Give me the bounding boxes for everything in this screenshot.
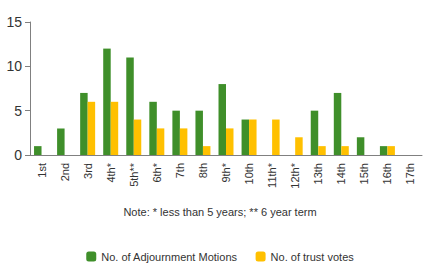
svg-text:0: 0 [14, 147, 22, 163]
svg-text:5th**: 5th** [128, 162, 140, 187]
svg-text:Note: * less than 5 years; **: Note: * less than 5 years; ** 6 year ter… [123, 206, 316, 218]
svg-text:15th: 15th [358, 163, 370, 184]
svg-text:7th: 7th [174, 163, 186, 178]
svg-text:11th*: 11th* [266, 162, 278, 188]
svg-text:6th*: 6th* [151, 162, 163, 182]
svg-text:14th: 14th [335, 163, 347, 184]
svg-text:17th: 17th [404, 163, 416, 184]
svg-text:3rd: 3rd [82, 163, 94, 179]
svg-text:1st: 1st [36, 163, 48, 178]
svg-text:8th: 8th [197, 163, 209, 178]
svg-text:13th: 13th [312, 163, 324, 184]
svg-text:No. of trust votes: No. of trust votes [271, 251, 355, 263]
svg-text:10th: 10th [243, 163, 255, 184]
svg-text:16th: 16th [381, 163, 393, 184]
svg-text:10: 10 [6, 58, 22, 74]
svg-text:5: 5 [14, 103, 22, 119]
svg-text:No. of Adjournment Motions: No. of Adjournment Motions [101, 251, 237, 263]
svg-text:12th*: 12th* [289, 162, 301, 188]
svg-text:9th*: 9th* [220, 162, 232, 182]
svg-text:15: 15 [6, 14, 22, 30]
svg-text:2nd: 2nd [59, 163, 71, 181]
svg-text:4th*: 4th* [105, 162, 117, 182]
